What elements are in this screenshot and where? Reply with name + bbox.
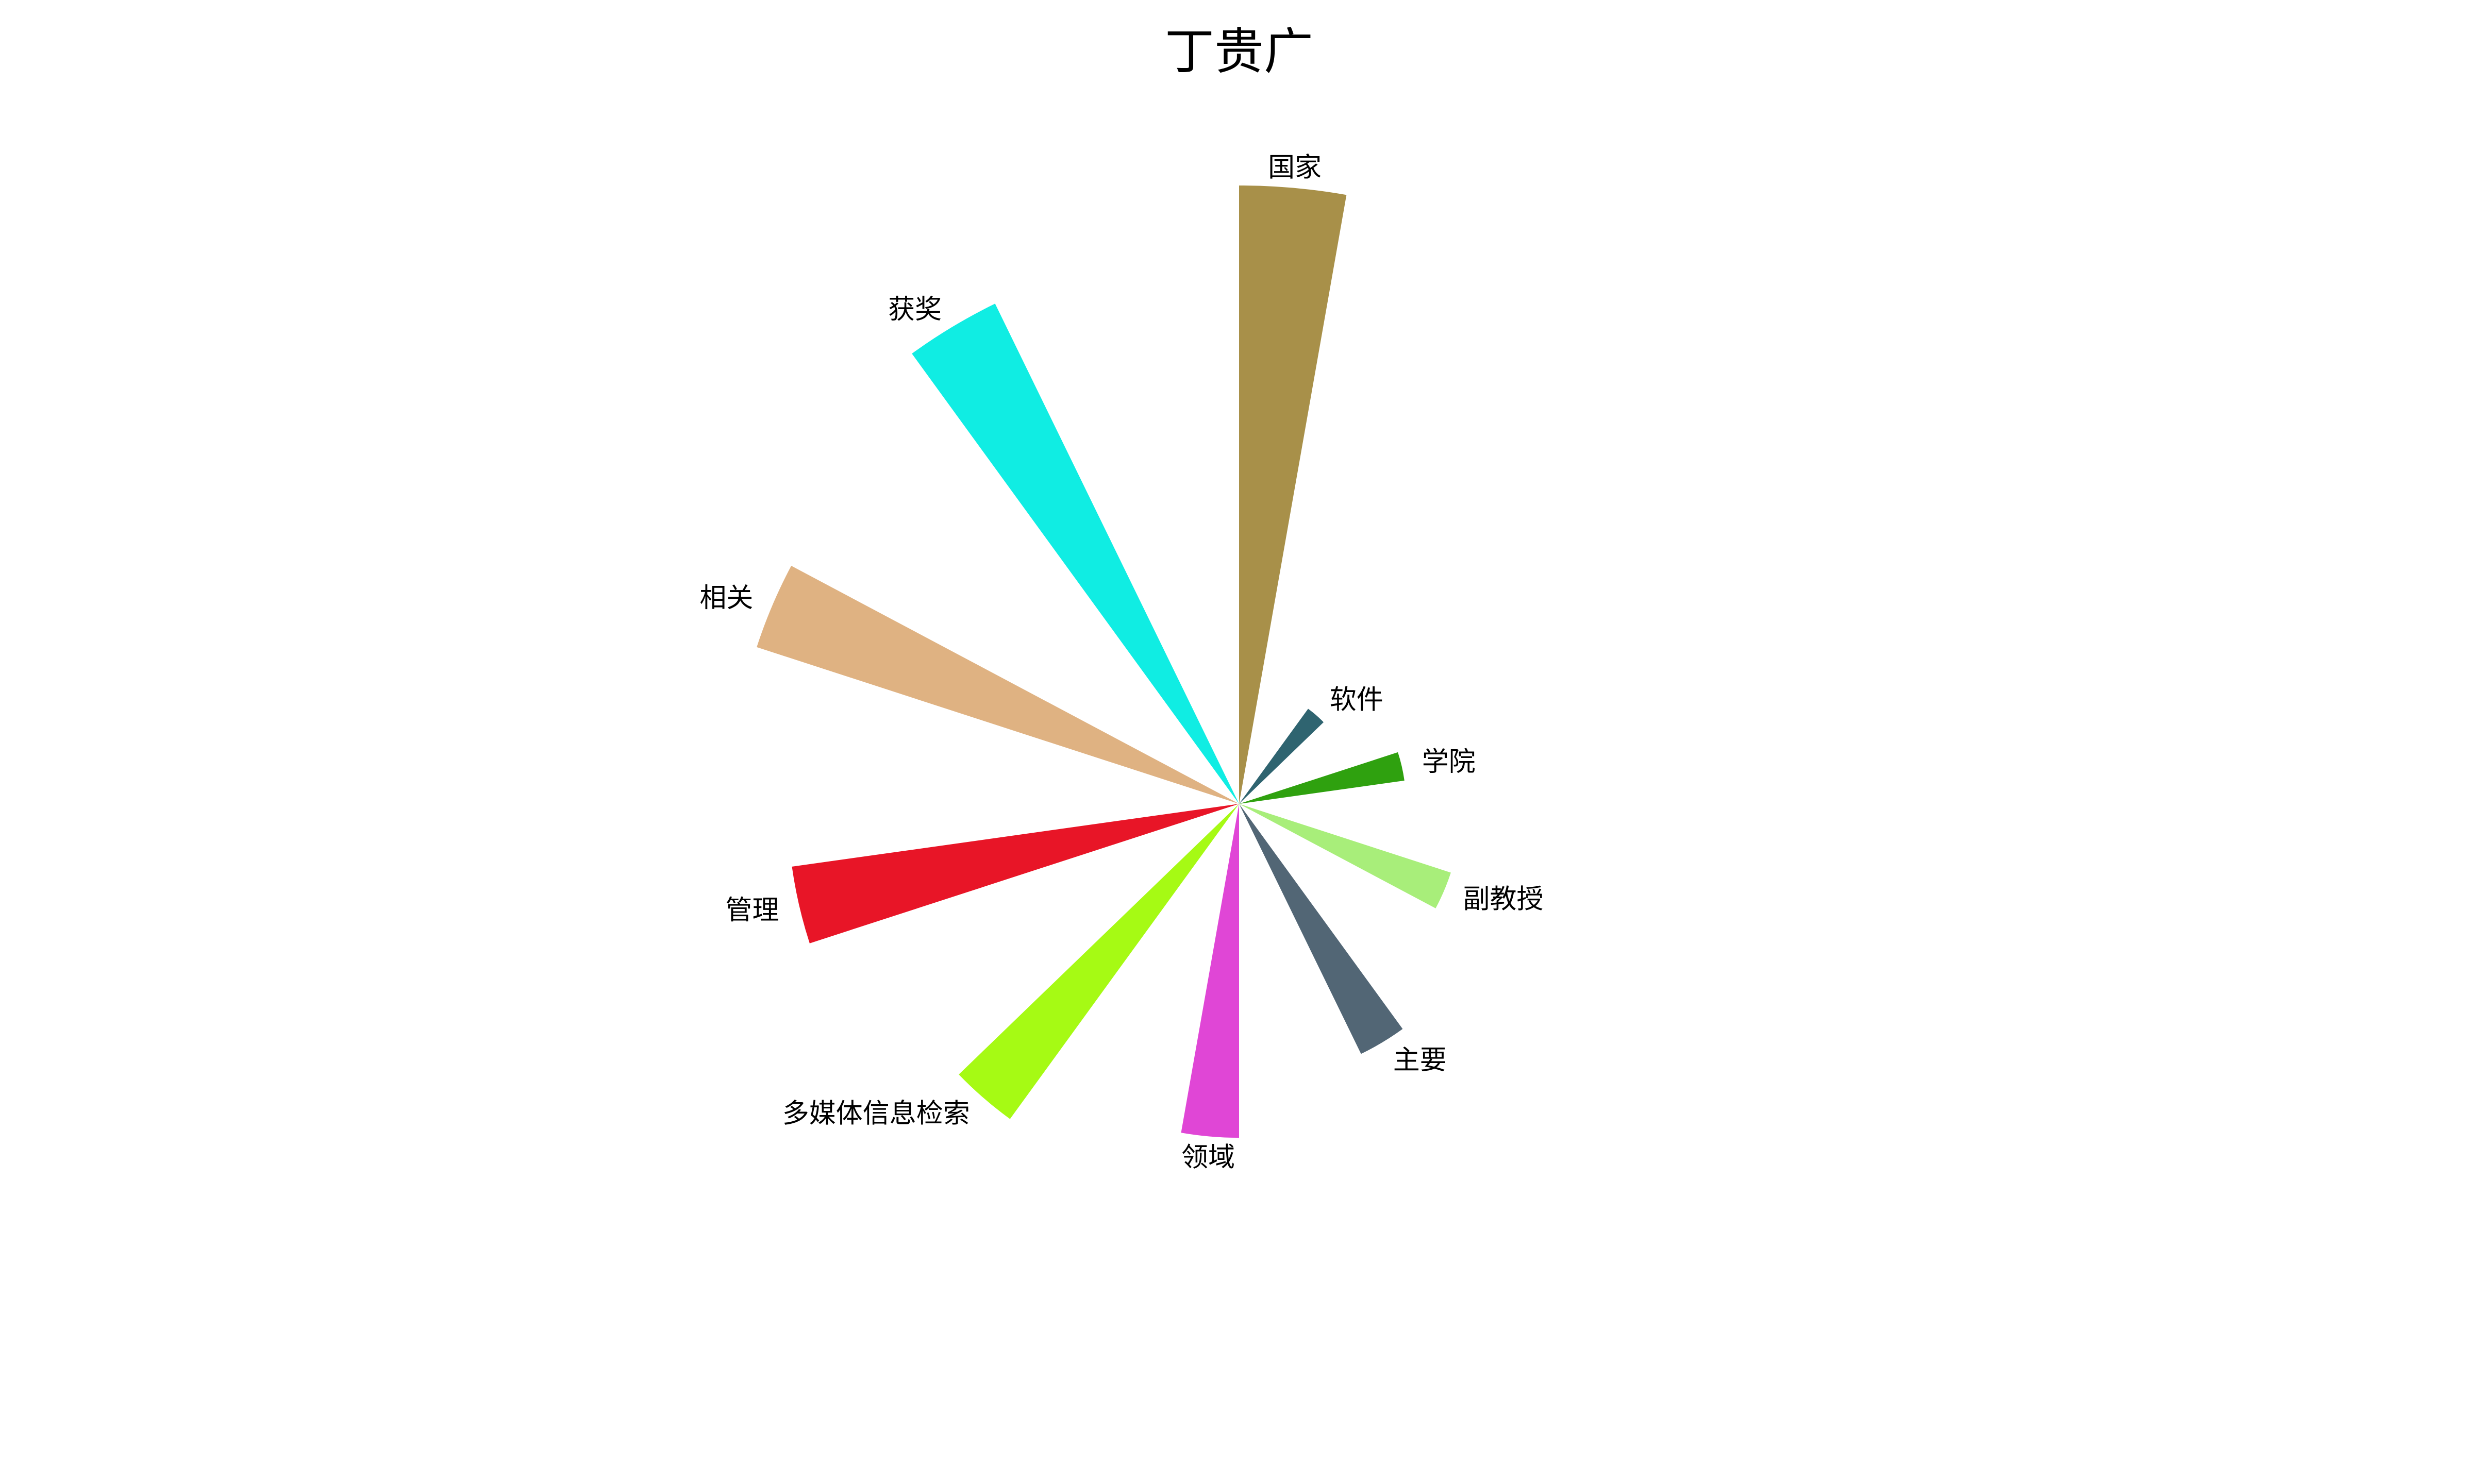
rose-slices	[757, 185, 1451, 1138]
rose-slice-7	[792, 804, 1239, 943]
rose-slice-label-6: 多媒体信息检索	[782, 1099, 970, 1129]
rose-slice-4	[1239, 804, 1403, 1054]
rose-slice-label-2: 学院	[1422, 747, 1476, 778]
rose-slice-label-9: 获奖	[888, 294, 942, 325]
rose-slice-label-0: 国家	[1268, 153, 1322, 183]
rose-slice-9	[912, 303, 1239, 804]
rose-slice-6	[959, 804, 1239, 1119]
chart-title: 丁贵广	[1165, 23, 1313, 80]
rose-slice-5	[1181, 804, 1239, 1138]
rose-slice-0	[1239, 185, 1347, 804]
rose-slice-2	[1239, 752, 1405, 804]
rose-slice-label-5: 领域	[1181, 1142, 1235, 1173]
rose-slice-label-8: 相关	[699, 583, 753, 614]
rose-slice-1	[1239, 709, 1324, 804]
rose-slice-3	[1239, 804, 1451, 908]
rose-slice-label-7: 管理	[725, 895, 779, 926]
rose-slice-8	[757, 566, 1239, 804]
rose-slice-label-3: 副教授	[1463, 884, 1544, 915]
rose-slice-label-1: 软件	[1330, 685, 1383, 716]
rose-slice-label-4: 主要	[1393, 1045, 1447, 1076]
